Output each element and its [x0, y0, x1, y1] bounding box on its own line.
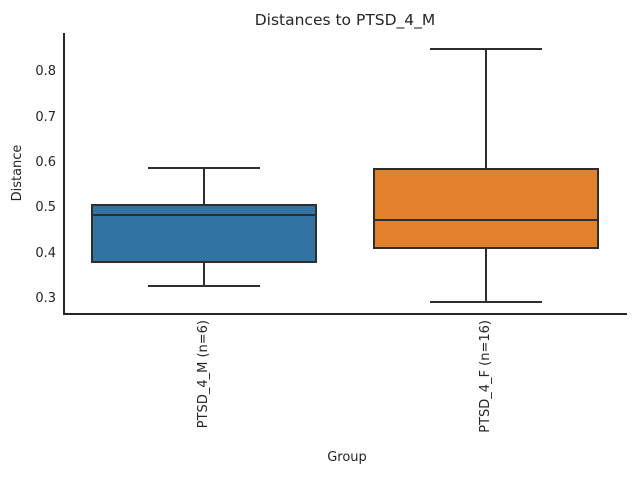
x-axis-label: Group	[327, 450, 367, 465]
y-tick-label: 0.7	[35, 109, 56, 125]
y-axis-label: Distance	[10, 144, 25, 202]
whisker-lower-line	[203, 263, 205, 286]
median-line	[373, 218, 599, 221]
median-line	[91, 214, 317, 217]
x-tick-label: PTSD_4_F (n=16)	[478, 320, 493, 433]
y-tick-label: 0.5	[35, 200, 56, 216]
y-tick-label: 0.4	[35, 245, 56, 261]
x-axis-spine	[63, 313, 627, 315]
whisker-lower-cap	[147, 284, 261, 287]
whisker-lower-line	[485, 249, 487, 302]
box-iqr	[373, 167, 599, 250]
whisker-upper-cap	[429, 48, 543, 51]
x-tick-label: PTSD_4_M (n=6)	[196, 320, 211, 429]
whisker-upper-cap	[147, 166, 261, 169]
whisker-upper-line	[485, 49, 487, 168]
y-tick-label: 0.3	[35, 291, 56, 307]
whisker-upper-line	[203, 167, 205, 204]
y-tick-label: 0.6	[35, 155, 56, 170]
box-iqr	[91, 203, 317, 263]
whisker-lower-cap	[429, 300, 543, 303]
y-tick-label: 0.8	[35, 64, 56, 80]
y-axis-spine	[63, 33, 65, 315]
chart-title: Distances to PTSD_4_M	[254, 11, 436, 29]
